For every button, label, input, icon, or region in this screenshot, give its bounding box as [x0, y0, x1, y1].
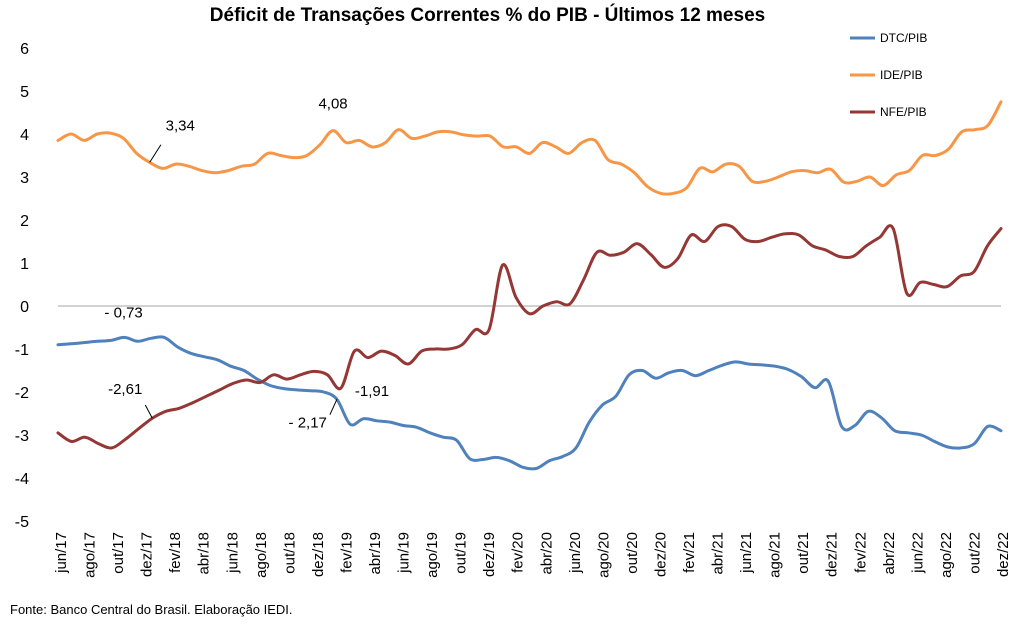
y-tick-label: -2 [15, 385, 29, 402]
legend: DTC/PIB IDE/PIB NFE/PIB [850, 31, 927, 119]
x-tick-label: ago/19 [424, 532, 441, 578]
data-label: 3,34 [166, 117, 195, 134]
x-tick-label: abr/20 [538, 532, 555, 575]
x-tick-label: dez/17 [139, 532, 156, 577]
series-line-ide-pib [56, 100, 1003, 196]
x-tick-label: fev/19 [338, 532, 355, 573]
x-tick-label: dez/19 [481, 532, 498, 577]
annotation-leader [144, 404, 153, 419]
y-axis-ticks: 6 5 4 3 2 1 0 -1 -2 -3 -4 -5 [15, 41, 29, 531]
x-tick-label: abr/21 [710, 532, 727, 575]
y-tick-label: 5 [20, 84, 29, 101]
x-tick-label: out/22 [966, 532, 983, 574]
x-axis-ticks: jun/17 ago/17 out/17 dez/17 fev/18 abr/18 jun/… [53, 532, 1012, 578]
legend-label: NFE/PIB [880, 105, 927, 119]
data-label: - 2,17 [289, 414, 327, 431]
x-tick-label: jun/22 [909, 532, 926, 574]
y-tick-label: 0 [20, 299, 29, 316]
y-tick-label: -4 [15, 471, 29, 488]
x-tick-label: dez/20 [652, 532, 669, 577]
x-tick-label: fev/22 [852, 532, 869, 573]
x-tick-label: ago/22 [938, 532, 955, 578]
y-tick-label: -5 [15, 514, 29, 531]
chart-title: Déficit de Transações Correntes % do PIB… [209, 5, 766, 26]
x-tick-label: ago/17 [82, 532, 99, 578]
x-tick-label: fev/18 [167, 532, 184, 573]
x-tick-label: jun/18 [224, 532, 241, 574]
data-label: - 0,73 [104, 304, 142, 321]
line-chart: 6 5 4 3 2 1 0 -1 -2 -3 -4 -5 jun/17 ago/17 out/17 dez/… [15, 31, 1012, 578]
data-label: -2,61 [108, 381, 142, 398]
series-line-nfe-pib [56, 223, 1003, 450]
y-tick-label: 2 [20, 213, 29, 230]
x-tick-label: jun/19 [396, 532, 413, 574]
x-tick-label: out/17 [110, 532, 127, 574]
x-tick-label: dez/22 [995, 532, 1012, 577]
data-annotations: 3,34 4,08 - 0,73 -2,61 -1,91 - 2,17 [104, 96, 389, 432]
x-tick-label: ago/20 [595, 532, 612, 578]
x-tick-label: fev/20 [510, 532, 527, 573]
y-tick-label: 3 [20, 170, 29, 187]
x-tick-label: jun/21 [738, 532, 755, 574]
y-tick-label: 6 [20, 41, 29, 58]
y-tick-label: -1 [15, 342, 29, 359]
x-tick-label: jun/17 [53, 532, 70, 574]
data-label: -1,91 [355, 383, 389, 400]
y-tick-label: 4 [20, 127, 29, 144]
legend-label: IDE/PIB [880, 68, 923, 82]
legend-label: DTC/PIB [880, 31, 927, 45]
x-tick-label: out/19 [453, 532, 470, 574]
x-tick-label: abr/19 [367, 532, 384, 575]
x-tick-label: ago/21 [767, 532, 784, 578]
x-tick-label: dez/21 [824, 532, 841, 577]
series-line-dtc-pib [56, 335, 1003, 471]
x-tick-label: out/21 [795, 532, 812, 574]
annotation-leader [329, 399, 338, 415]
series-lines [56, 100, 1003, 471]
x-tick-label: out/18 [281, 532, 298, 574]
annotation-leader [149, 144, 162, 163]
x-tick-label: out/20 [624, 532, 641, 574]
x-tick-label: fev/21 [681, 532, 698, 573]
x-tick-label: abr/22 [881, 532, 898, 575]
x-tick-label: dez/18 [310, 532, 327, 577]
x-tick-label: jun/20 [567, 532, 584, 574]
y-tick-label: -3 [15, 428, 29, 445]
source-note: Fonte: Banco Central do Brasil. Elaboraç… [10, 602, 293, 617]
y-tick-label: 1 [20, 256, 29, 273]
x-tick-label: ago/18 [253, 532, 270, 578]
x-tick-label: abr/18 [196, 532, 213, 575]
data-label: 4,08 [318, 96, 347, 113]
